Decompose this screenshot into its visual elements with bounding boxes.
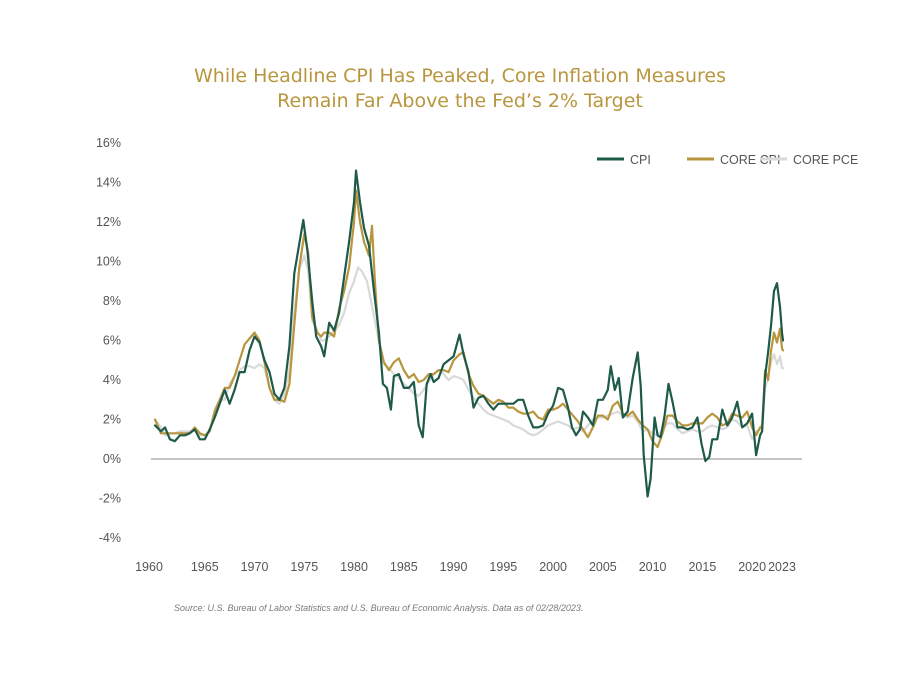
series-line-core-cpi [153,189,785,449]
x-tick-label: 1980 [340,560,368,574]
chart-title-line-1: While Headline CPI Has Peaked, Core Infl… [194,65,726,87]
source-note: Source: U.S. Bureau of Labor Statistics … [174,603,584,613]
y-tick-label: 14% [96,176,121,190]
y-axis-ticks: -4% -2% 0% 2% 4% 6% 8% 10% 12% 14% 16% [96,136,121,545]
x-axis-ticks: 1960 1965 1970 1975 1980 1985 1990 1995 2000 2005… [135,560,796,574]
y-tick-label: 2% [103,413,121,427]
chart-title: While Headline CPI Has Peaked, Core Infl… [0,64,920,114]
y-tick-label: -2% [99,492,121,506]
chart-title-line-2: Remain Far Above the Fed’s 2% Target [277,90,643,112]
y-tick-label: 8% [103,294,121,308]
series-line-cpi [153,169,785,498]
y-tick-label: 0% [103,452,121,466]
y-tick-label: 6% [103,334,121,348]
x-tick-label: 1965 [191,560,219,574]
y-tick-label: -4% [99,531,121,545]
x-tick-label: 1990 [440,560,468,574]
legend: CPI CORE CPI CORE PCE [597,153,858,167]
series-line-core-pce [153,254,785,441]
x-tick-label: 1970 [241,560,269,574]
x-tick-label: 2000 [539,560,567,574]
x-tick-label: 2023 [768,560,796,574]
y-tick-label: 10% [96,255,121,269]
x-tick-label: 2020 [738,560,766,574]
y-tick-label: 4% [103,373,121,387]
legend-label-cpi: CPI [630,153,651,167]
legend-label-core-cpi: CORE CPI [720,153,780,167]
x-tick-label: 1975 [290,560,318,574]
x-tick-label: 1985 [390,560,418,574]
y-tick-label: 16% [96,136,121,150]
x-tick-label: 2010 [639,560,667,574]
y-tick-label: 12% [96,215,121,229]
x-tick-label: 2005 [589,560,617,574]
x-tick-label: 2015 [688,560,716,574]
series-lines [153,169,785,498]
legend-label-core-pce: CORE PCE [793,153,858,167]
x-tick-label: 1995 [489,560,517,574]
x-tick-label: 1960 [135,560,163,574]
